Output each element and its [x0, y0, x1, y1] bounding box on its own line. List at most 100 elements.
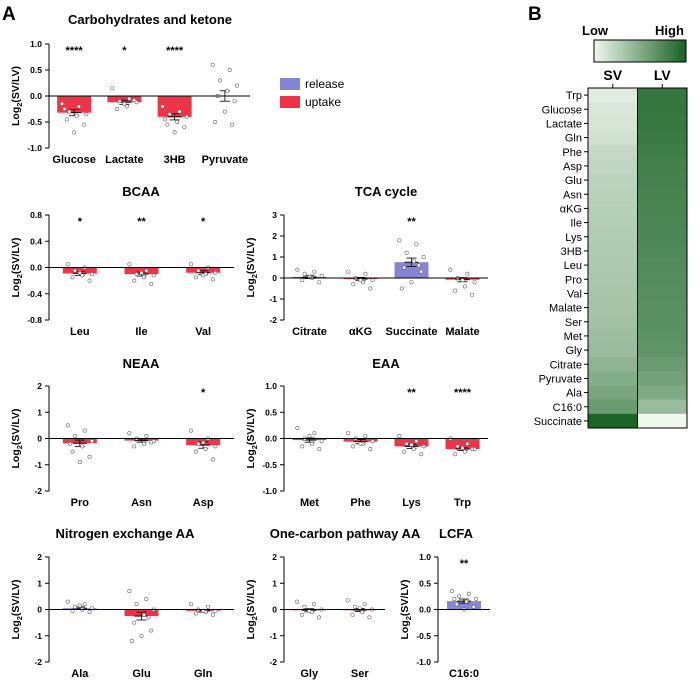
y-axis-label: Log2(SV/LV) — [245, 409, 259, 469]
y-axis-label: Log2(SV/LV) — [245, 580, 259, 640]
heatmap-cell-3HB-SV — [588, 243, 638, 259]
data-point — [144, 268, 149, 273]
data-point — [462, 449, 467, 454]
heatmap-cell-Glucose-LV — [637, 102, 688, 117]
heatmap-cell-Pyruvate-SV — [588, 371, 638, 386]
heatmap-column-label-SV: SV — [603, 67, 622, 83]
heatmap-row-label-Glucose: Glucose — [542, 104, 582, 116]
data-point — [227, 68, 232, 73]
data-point — [367, 615, 372, 620]
data-point — [196, 268, 201, 273]
y-tick-label: -0.5 — [27, 117, 42, 127]
data-point — [146, 615, 151, 620]
panel-a-label: A — [2, 4, 16, 25]
heatmap-row-label-Met: Met — [564, 331, 582, 343]
data-point — [232, 99, 237, 104]
data-point — [149, 628, 154, 633]
heatmap-cell-Gln-LV — [637, 130, 688, 145]
data-point — [65, 262, 70, 267]
x-tick-label-Glucose: Glucose — [52, 154, 95, 166]
data-point — [139, 633, 144, 638]
significance-marker: * — [201, 387, 206, 399]
data-point — [362, 602, 367, 607]
data-point — [295, 425, 300, 430]
y-tick-label: 2 — [272, 552, 277, 562]
data-point — [460, 278, 465, 283]
data-point — [370, 278, 375, 283]
significance-marker: **** — [66, 45, 84, 57]
y-tick-label: 2 — [37, 381, 42, 391]
significance-marker: * — [201, 216, 206, 228]
y-tick-label: 1.0 — [265, 381, 277, 391]
data-point — [149, 440, 154, 445]
data-point — [404, 441, 409, 446]
legend-release-label: release — [305, 77, 345, 91]
data-point — [175, 120, 180, 125]
bar-Lys — [394, 438, 429, 447]
y-tick-label: -2 — [269, 657, 277, 667]
data-point — [460, 445, 465, 450]
data-point — [317, 446, 322, 451]
heatmap-cell-Gln-SV — [588, 130, 638, 145]
heatmap-cell-Met-LV — [637, 328, 688, 344]
data-point — [165, 122, 170, 127]
heatmap-cell-Ala-SV — [588, 385, 638, 400]
y-tick-label: 0 — [272, 605, 277, 615]
data-point — [132, 278, 137, 283]
data-point — [312, 431, 317, 436]
heatmap-cell-Ala-LV — [637, 385, 688, 400]
significance-marker: ** — [407, 387, 416, 399]
data-point — [368, 286, 373, 291]
data-point — [82, 602, 87, 607]
data-point — [189, 262, 194, 267]
data-point — [81, 122, 86, 127]
data-point — [235, 83, 240, 88]
y-axis-label: Log2(SV/LV) — [10, 409, 24, 469]
data-point — [162, 117, 167, 122]
data-point — [127, 589, 132, 594]
chart-title: Carbohydrates and ketone — [68, 12, 232, 27]
data-point — [218, 78, 223, 83]
y-tick-label: -1 — [269, 294, 277, 304]
y-tick-label: 2 — [37, 552, 42, 562]
data-point — [302, 271, 307, 276]
heatmap-row-label-Gly: Gly — [566, 345, 583, 357]
y-tick-label: 1 — [37, 407, 42, 417]
chart-onecarbon: One-carbon pathway AA -2 -1 0 1 2 Log2(SV/LV) G… — [245, 526, 421, 680]
x-tick-label-Asn: Asn — [131, 497, 152, 509]
x-tick-label-Met: Met — [300, 497, 319, 509]
heatmap-cell-Asn-LV — [637, 187, 688, 202]
data-point — [167, 112, 172, 117]
legend: release uptake — [280, 77, 345, 109]
data-point — [201, 440, 206, 445]
data-point — [210, 612, 215, 617]
heatmap-cell-Phe-SV — [588, 144, 638, 160]
data-point — [193, 449, 198, 454]
heatmap-column-label-LV: LV — [654, 67, 672, 83]
data-point — [210, 457, 215, 462]
data-point — [65, 599, 70, 604]
data-point — [189, 602, 194, 607]
data-point — [65, 423, 70, 428]
data-point — [122, 101, 127, 106]
heatmap-cell-C16:0-SV — [588, 399, 638, 415]
data-point — [421, 255, 426, 260]
chart-title: BCAA — [122, 184, 160, 199]
y-tick-label: 0.0 — [30, 263, 42, 273]
x-tick-label-Lys: Lys — [402, 497, 421, 509]
data-point — [363, 271, 368, 276]
data-point — [144, 433, 149, 438]
heatmap-row-label-Phe: Phe — [562, 147, 582, 159]
data-point — [399, 286, 404, 291]
y-axis-label: Log2(SV/LV) — [10, 238, 24, 298]
data-point — [74, 113, 79, 118]
data-point — [471, 604, 476, 609]
data-point — [411, 446, 416, 451]
y-tick-label: 0.4 — [30, 236, 42, 246]
data-point — [89, 272, 94, 277]
data-point — [129, 638, 134, 643]
heatmap-cell-Lys-SV — [588, 229, 638, 245]
x-tick-label-Malate: Malate — [445, 326, 479, 338]
data-point — [452, 596, 457, 601]
y-tick-label: 1 — [272, 578, 277, 588]
